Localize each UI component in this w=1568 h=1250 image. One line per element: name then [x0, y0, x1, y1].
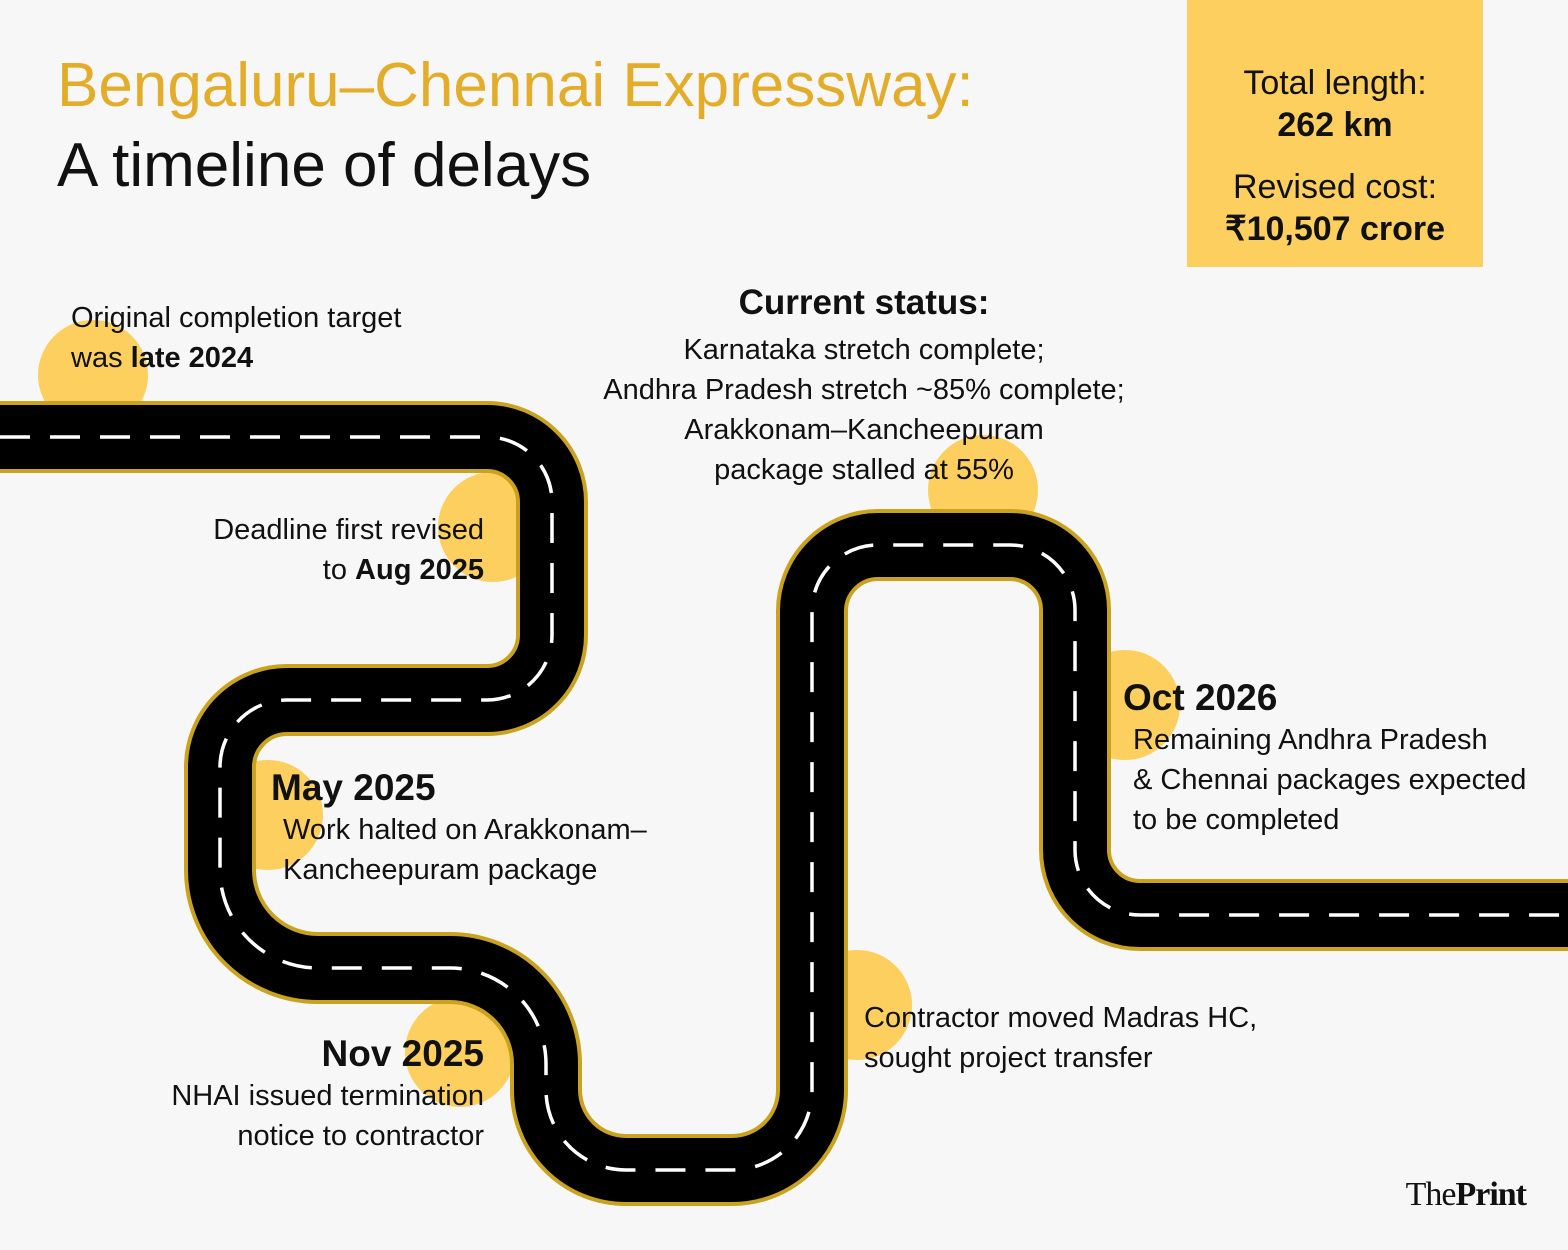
milestone: Current status: Karnataka stretch comple…	[564, 280, 1164, 490]
marker	[405, 997, 515, 1107]
milestone-text: to	[322, 554, 347, 586]
cost-label: Revised cost:	[1232, 168, 1438, 206]
milestone-line: Remaining Andhra Pradesh	[1133, 724, 1488, 756]
milestone-line: package stalled at 55%	[714, 454, 1014, 486]
milestone-line: Arakkonam–Kancheepuram	[684, 414, 1044, 446]
milestone-lines: Karnataka stretch complete; Andhra Prades…	[564, 330, 1164, 490]
milestone-line: NHAI issued termination	[171, 1080, 484, 1112]
milestone-line: to be completed	[1133, 804, 1340, 836]
cost-value: ₹10,507 crore	[1224, 210, 1446, 248]
milestone-text: was	[71, 342, 123, 374]
road	[0, 401, 1568, 1206]
milestone-line: & Chennai packages expected	[1133, 764, 1527, 796]
milestone-emphasis: late 2024	[130, 342, 254, 374]
logo-part: Print	[1455, 1176, 1527, 1213]
milestone-date: Nov 2025	[321, 1033, 485, 1074]
milestone-lines: Contractor moved Madras HC, sought projec…	[864, 998, 1257, 1078]
milestone-line: sought project transfer	[864, 1042, 1153, 1074]
milestone-lines: NHAI issued termination notice to contrac…	[171, 1076, 484, 1156]
milestone-line: Andhra Pradesh stretch ~85% complete;	[603, 374, 1125, 406]
milestone-line: Contractor moved Madras HC,	[864, 1002, 1258, 1034]
milestone: Nov 2025 NHAI issued termination notice t…	[171, 1032, 484, 1156]
milestone: Deadline first revised to Aug 2025	[213, 510, 484, 590]
milestone: May 2025 Work halted on Arakkonam– Kanche…	[271, 766, 647, 890]
milestone-line: Work halted on Arakkonam–	[283, 814, 647, 846]
milestone-date: May 2025	[271, 767, 436, 808]
subtitle: A timeline of delays	[57, 131, 592, 200]
milestone-lines: Work halted on Arakkonam– Kancheepuram pa…	[271, 810, 647, 890]
length-value: 262 km	[1277, 106, 1393, 144]
milestone: Contractor moved Madras HC, sought projec…	[864, 998, 1257, 1078]
summary-box: Total length: 262 km Revised cost: ₹10,5…	[1187, 0, 1483, 267]
milestone-heading: Current status:	[738, 283, 990, 322]
milestone-lines: Remaining Andhra Pradesh & Chennai packag…	[1123, 720, 1526, 840]
lane-markings	[0, 435, 1568, 1172]
milestone: Original completion target was late 2024	[71, 298, 401, 378]
title: Bengaluru–Chennai Expressway:	[57, 51, 974, 120]
milestone-date: Oct 2026	[1123, 677, 1278, 718]
logo: ThePrint	[1405, 1176, 1527, 1214]
milestone-line: Kancheepuram package	[283, 854, 598, 886]
milestone: Oct 2026 Remaining Andhra Pradesh & Chenn…	[1123, 676, 1526, 840]
logo-part: The	[1405, 1176, 1457, 1213]
milestone-line: notice to contractor	[237, 1120, 484, 1152]
milestone-text: Original completion target	[71, 302, 402, 334]
length-label: Total length:	[1243, 64, 1427, 102]
milestone-line: Karnataka stretch complete;	[683, 334, 1045, 366]
milestone-text: Deadline first revised	[213, 514, 484, 546]
milestone-emphasis: Aug 2025	[355, 554, 484, 586]
